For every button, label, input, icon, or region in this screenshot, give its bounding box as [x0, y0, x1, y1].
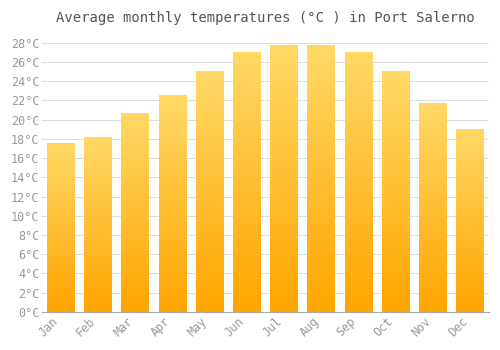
Title: Average monthly temperatures (°C ) in Port Salerno: Average monthly temperatures (°C ) in Po… — [56, 11, 475, 25]
